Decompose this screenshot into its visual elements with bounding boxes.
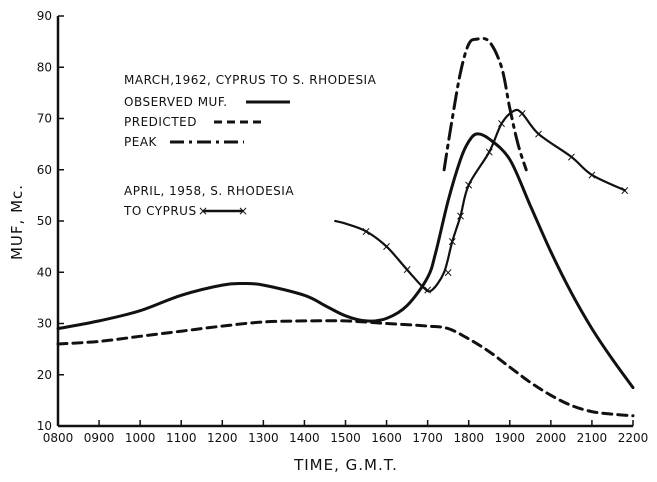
x-tick-label-0900: 0900: [84, 431, 115, 445]
series-april-1958-marker-8: ×: [484, 145, 494, 159]
y-tick-label-10: 10: [37, 419, 52, 433]
legend-observed-label: OBSERVED MUF.: [124, 95, 228, 109]
legend-predicted-label: PREDICTED: [124, 115, 197, 129]
x-tick-label-1800: 1800: [453, 431, 484, 445]
x-tick-label-1300: 1300: [248, 431, 279, 445]
legend-group2-title-line1: APRIL, 1958, S. RHODESIA: [124, 184, 294, 198]
y-tick-label-90: 90: [37, 9, 52, 23]
x-tick-label-1200: 1200: [207, 431, 238, 445]
y-tick-label-70: 70: [37, 112, 52, 126]
series-april-1958-marker-1: ×: [382, 240, 392, 254]
legend-cross-marker-2: ×: [238, 204, 248, 218]
series-predicted-line: [56, 319, 635, 418]
series-april-1958-marker-5: ×: [447, 235, 457, 249]
y-tick-label-80: 80: [37, 60, 52, 74]
legend-group1-title: MARCH,1962, CYPRUS TO S. RHODESIA: [124, 73, 377, 87]
series-april-1958-marker-9: ×: [497, 117, 507, 131]
x-tick-label-2200: 2200: [618, 431, 649, 445]
series-april-1958-line: [334, 108, 626, 293]
series-april-1958-marker-2: ×: [402, 263, 412, 277]
series-april-1958-marker-12: ×: [566, 150, 576, 164]
y-tick-label-50: 50: [37, 214, 52, 228]
x-tick-label-1000: 1000: [125, 431, 156, 445]
x-axis-title: TIME, G.M.T.: [293, 456, 398, 474]
legend-group2-title-line2: TO CYPRUS: [123, 204, 197, 218]
y-tick-label-60: 60: [37, 163, 52, 177]
y-tick-label-30: 30: [37, 317, 52, 331]
x-tick-label-1600: 1600: [371, 431, 402, 445]
series-april-1958-marker-13: ×: [587, 168, 597, 182]
x-tick-label-1400: 1400: [289, 431, 320, 445]
series-april-1958-marker-11: ×: [534, 127, 544, 141]
series-april-1958-marker-0: ×: [361, 224, 371, 238]
legend: MARCH,1962, CYPRUS TO S. RHODESIA OBSERV…: [123, 73, 377, 218]
x-tick-label-1500: 1500: [330, 431, 361, 445]
legend-cross-marker-1: ×: [198, 204, 208, 218]
x-tick-label-1100: 1100: [166, 431, 197, 445]
x-tick-label-2000: 2000: [536, 431, 567, 445]
x-tick-label-0800: 0800: [43, 431, 74, 445]
series-observed-muf-line: [56, 132, 635, 390]
legend-peak-label: PEAK: [124, 135, 158, 149]
y-axis-title: MUF, Mc.: [8, 184, 26, 260]
series-peak-line: [442, 36, 528, 172]
x-tick-label-1900: 1900: [495, 431, 526, 445]
series-april-1958-marker-14: ×: [620, 183, 630, 197]
x-tick-label-2100: 2100: [577, 431, 608, 445]
series-april-1958-marker-3: ×: [423, 283, 433, 297]
y-tick-label-20: 20: [37, 368, 52, 382]
series-april-1958-marker-7: ×: [464, 178, 474, 192]
series-april-1958-marker-10: ×: [517, 106, 527, 120]
y-tick-label-40: 40: [37, 265, 52, 279]
x-tick-label-1700: 1700: [412, 431, 443, 445]
series-april-1958-marker-6: ×: [455, 209, 465, 223]
series-april-1958-marker-4: ×: [443, 265, 453, 279]
